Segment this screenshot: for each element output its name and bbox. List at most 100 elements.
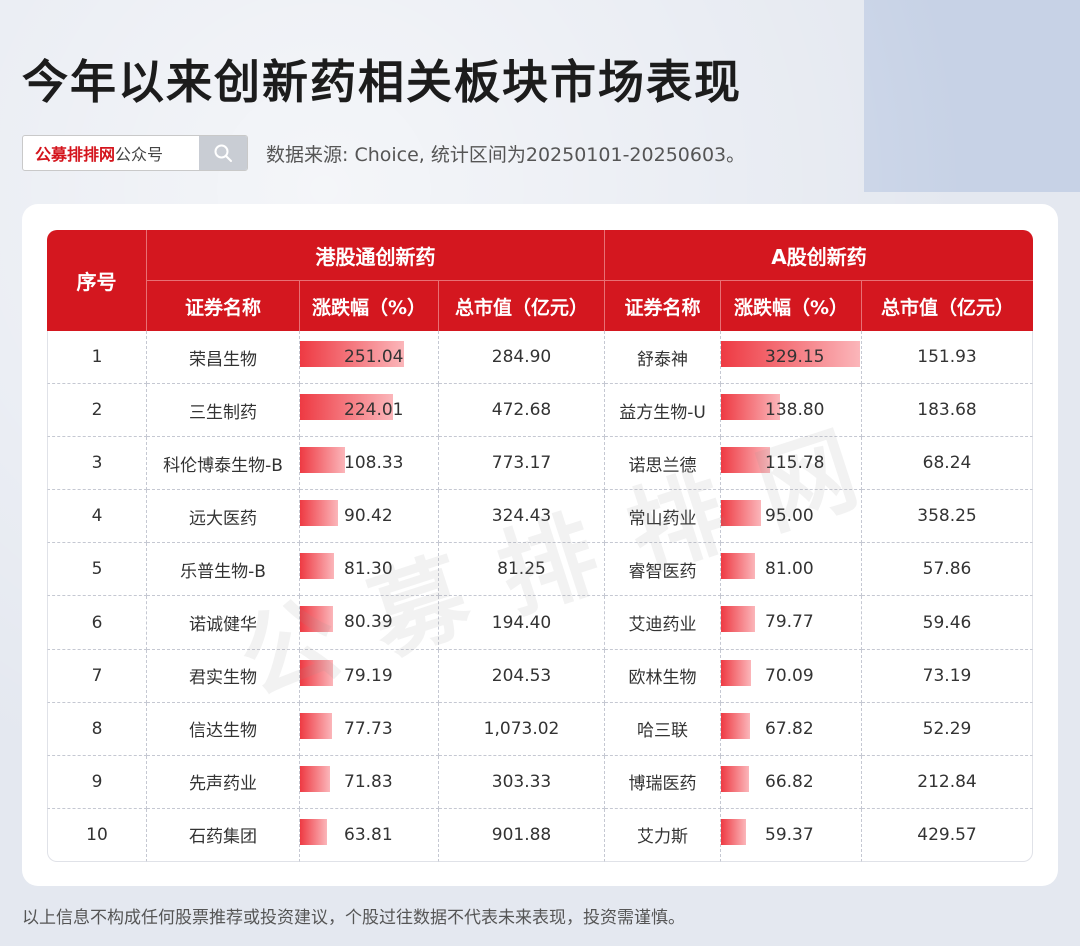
table-card: 序号 港股通创新药 A股创新药 证券名称 涨跌幅（%） 总市值（亿元） 证券名称…	[22, 204, 1058, 886]
table-row: 5 乐普生物-B 81.30 81.25 睿智医药 81.00 57.86	[47, 543, 1034, 597]
hk-cap-cell: 284.90	[439, 331, 606, 385]
search-button[interactable]	[199, 136, 247, 170]
seq-cell: 4	[47, 490, 147, 544]
hk-pct-bar	[300, 606, 333, 633]
a-name-cell: 博瑞医药	[605, 755, 722, 809]
hk-name-cell: 荣昌生物	[147, 331, 300, 385]
hk-pct-value: 90.42	[344, 506, 393, 527]
hk-cap-cell: 1,073.02	[439, 702, 606, 756]
hk-pct-bar	[300, 500, 338, 527]
a-pct-cell: 81.00	[721, 543, 863, 597]
seq-cell: 1	[47, 331, 147, 385]
a-pct-bar	[721, 765, 750, 792]
hk-pct-value: 63.81	[344, 824, 393, 845]
hk-name-cell: 石药集团	[147, 808, 300, 862]
a-name-cell: 常山药业	[605, 490, 722, 544]
hk-cap-cell: 81.25	[439, 543, 606, 597]
hk-cap-cell: 773.17	[439, 437, 606, 491]
hk-name-cell: 诺诚健华	[147, 596, 300, 650]
a-cap-cell: 429.57	[862, 808, 1034, 862]
hk-cap-cell: 472.68	[439, 384, 606, 438]
hk-cap-cell: 901.88	[439, 808, 606, 862]
a-group-header: A股创新药	[605, 230, 1034, 281]
a-name-cell: 诺思兰德	[605, 437, 722, 491]
a-pct-bar	[721, 659, 752, 686]
hk-pct-bar	[300, 553, 334, 580]
a-cap-cell: 52.29	[862, 702, 1034, 756]
hk-pct-bar	[300, 447, 345, 474]
hk-pct-bar	[300, 659, 333, 686]
a-name-cell: 舒泰神	[605, 331, 722, 385]
table-body: 1 荣昌生物 251.04 284.90 舒泰神 329.15 151.93 2 三生制药 224…	[47, 331, 1034, 862]
a-pct-value: 329.15	[765, 347, 825, 367]
a-name-cell: 睿智医药	[605, 543, 722, 597]
hk-pct-cell: 77.73	[300, 702, 439, 756]
hk-group-header: 港股通创新药	[147, 230, 606, 281]
hk-pct-cell: 108.33	[300, 437, 439, 491]
hk-pct-cell: 81.30	[300, 543, 439, 597]
a-name-cell: 艾力斯	[605, 808, 722, 862]
hk-pct-value: 79.19	[344, 665, 393, 686]
hk-name-cell: 信达生物	[147, 702, 300, 756]
table-row: 10 石药集团 63.81 901.88 艾力斯 59.37 429.57	[47, 808, 1034, 862]
a-cap-cell: 183.68	[862, 384, 1034, 438]
seq-cell: 3	[47, 437, 147, 491]
a-cap-cell: 68.24	[862, 437, 1034, 491]
hk-pct-value: 77.73	[344, 718, 393, 739]
seq-cell: 6	[47, 596, 147, 650]
a-pct-cell: 67.82	[721, 702, 863, 756]
a-pct-cell: 329.15	[721, 331, 863, 385]
a-pct-bar	[721, 606, 756, 633]
a-pct-bar	[721, 500, 762, 527]
hk-pct-bar	[300, 765, 330, 792]
a-pct-value: 59.37	[765, 824, 814, 845]
search-suffix: 公众号	[115, 145, 164, 164]
a-name-cell: 艾迪药业	[605, 596, 722, 650]
hk-pct-value: 80.39	[344, 612, 393, 633]
seq-cell: 8	[47, 702, 147, 756]
a-pct-cell: 70.09	[721, 649, 863, 703]
a-pct-bar	[721, 341, 861, 367]
a-pct-value: 115.78	[765, 453, 825, 474]
seq-cell: 10	[47, 808, 147, 862]
hk-name-cell: 远大医药	[147, 490, 300, 544]
a-name-cell: 哈三联	[605, 702, 722, 756]
a-name-cell: 欧林生物	[605, 649, 722, 703]
a-cap-header: 总市值（亿元）	[862, 281, 1034, 331]
hk-pct-cell: 63.81	[300, 808, 439, 862]
hk-pct-bar	[300, 394, 393, 421]
a-pct-bar	[721, 447, 771, 474]
a-pct-bar	[721, 553, 756, 580]
a-pct-cell: 138.80	[721, 384, 863, 438]
table-row: 4 远大医药 90.42 324.43 常山药业 95.00 358.25	[47, 490, 1034, 544]
hk-pct-cell: 90.42	[300, 490, 439, 544]
page-title: 今年以来创新药相关板块市场表现	[22, 55, 742, 109]
hk-pct-value: 108.33	[344, 453, 404, 474]
hk-pct-cell: 79.19	[300, 649, 439, 703]
search-brand: 公募排排网	[35, 145, 116, 164]
table-row: 1 荣昌生物 251.04 284.90 舒泰神 329.15 151.93	[47, 331, 1034, 385]
search-box[interactable]: 公募排排网 公众号	[22, 135, 248, 171]
performance-table: 序号 港股通创新药 A股创新药 证券名称 涨跌幅（%） 总市值（亿元） 证券名称…	[47, 230, 1034, 862]
hk-cap-cell: 204.53	[439, 649, 606, 703]
a-pct-header: 涨跌幅（%）	[721, 281, 863, 331]
a-pct-value: 95.00	[765, 506, 814, 527]
hk-name-cell: 先声药业	[147, 755, 300, 809]
a-cap-cell: 73.19	[862, 649, 1034, 703]
hk-cap-cell: 303.33	[439, 755, 606, 809]
a-pct-value: 81.00	[765, 559, 814, 580]
hk-pct-cell: 71.83	[300, 755, 439, 809]
table-row: 3 科伦博泰生物-B 108.33 773.17 诺思兰德 115.78 68.24	[47, 437, 1034, 491]
hk-pct-value: 71.83	[344, 771, 393, 792]
a-pct-cell: 79.77	[721, 596, 863, 650]
a-pct-value: 66.82	[765, 771, 814, 792]
hk-name-header: 证券名称	[147, 281, 300, 331]
hk-cap-header: 总市值（亿元）	[439, 281, 606, 331]
a-name-cell: 益方生物-U	[605, 384, 722, 438]
hk-pct-cell: 224.01	[300, 384, 439, 438]
seq-cell: 5	[47, 543, 147, 597]
table-row: 9 先声药业 71.83 303.33 博瑞医药 66.82 212.84	[47, 755, 1034, 809]
hk-pct-bar	[300, 818, 327, 845]
table-row: 7 君实生物 79.19 204.53 欧林生物 70.09 73.19	[47, 649, 1034, 703]
a-name-header: 证券名称	[605, 281, 722, 331]
